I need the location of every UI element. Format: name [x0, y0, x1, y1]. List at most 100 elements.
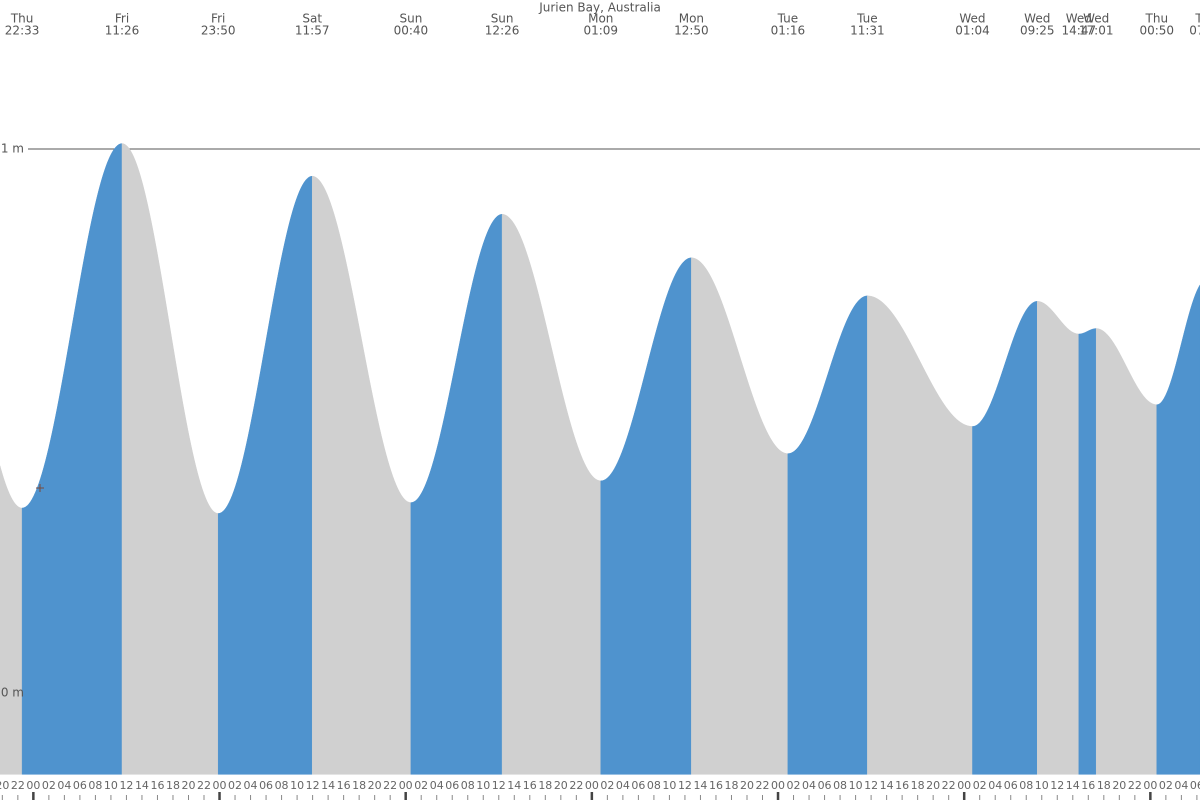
extreme-day: Thu	[1194, 12, 1200, 26]
x-tick-label: 22	[1128, 779, 1142, 792]
extreme-day: Wed	[1024, 12, 1050, 26]
chart-title: Jurien Bay, Australia	[538, 1, 661, 15]
x-tick-label: 22	[383, 779, 397, 792]
tide-area	[691, 257, 789, 775]
extreme-time: 07:15	[1189, 24, 1200, 38]
label-layer: 0 m1 mThu22:33Fri11:26Fri23:50Sat11:57Su…	[0, 12, 1200, 800]
x-tick-label: 12	[306, 779, 320, 792]
x-tick-label: 06	[259, 779, 273, 792]
extreme-time: 11:57	[295, 24, 330, 38]
tide-area	[787, 295, 868, 775]
tide-area	[1156, 284, 1200, 775]
x-tick-label: 16	[150, 779, 164, 792]
x-tick-label: 02	[228, 779, 242, 792]
x-tick-label: 12	[864, 779, 878, 792]
tide-area	[1037, 301, 1080, 775]
tide-area	[410, 213, 503, 775]
x-tick-label: 20	[1112, 779, 1126, 792]
x-tick-label: 22	[756, 779, 770, 792]
x-tick-label: 08	[275, 779, 289, 792]
x-tick-label: 00	[399, 779, 413, 792]
x-tick-label: 04	[430, 779, 444, 792]
x-tick-label: 10	[104, 779, 118, 792]
extreme-time: 12:50	[674, 24, 709, 38]
extreme-day: Thu	[1145, 12, 1169, 26]
x-tick-label: 12	[1050, 779, 1064, 792]
extreme-time: 14:47	[1062, 24, 1097, 38]
x-tick-label: 12	[492, 779, 506, 792]
x-tick-label: 10	[290, 779, 304, 792]
tide-area	[1095, 328, 1158, 775]
x-tick-label: 14	[321, 779, 335, 792]
extreme-day: Tue	[777, 12, 799, 26]
x-tick-label: 20	[181, 779, 195, 792]
x-tick-label: 08	[833, 779, 847, 792]
x-tick-label: 08	[1019, 779, 1033, 792]
x-tick-label: 22	[569, 779, 583, 792]
extreme-day: Sun	[491, 12, 514, 26]
x-tick-label: 18	[166, 779, 180, 792]
x-tick-label: 20	[368, 779, 382, 792]
x-tick-label: 06	[73, 779, 87, 792]
x-tick-label: 14	[135, 779, 149, 792]
tide-area	[1078, 328, 1097, 775]
extreme-day: Thu	[10, 12, 34, 26]
x-tick-label: 18	[724, 779, 738, 792]
x-tick-label: 02	[42, 779, 56, 792]
tide-area	[972, 301, 1038, 775]
x-tick-label: 20	[0, 779, 9, 792]
tide-area	[867, 295, 973, 775]
x-tick-label: 12	[119, 779, 133, 792]
extreme-time: 12:26	[485, 24, 520, 38]
extreme-time: 23:50	[201, 24, 236, 38]
x-tick-label: 06	[445, 779, 459, 792]
extreme-time: 01:04	[955, 24, 990, 38]
x-tick-label: 22	[942, 779, 956, 792]
extreme-day: Wed	[1083, 12, 1109, 26]
x-tick-label: 20	[926, 779, 940, 792]
x-tick-label: 18	[911, 779, 925, 792]
x-tick-label: 16	[709, 779, 723, 792]
x-tick-label: 16	[523, 779, 537, 792]
x-tick-label: 14	[693, 779, 707, 792]
x-tick-label: 06	[631, 779, 645, 792]
x-tick-label: 14	[1066, 779, 1080, 792]
tide-area	[600, 257, 692, 775]
extreme-time: 00:50	[1139, 24, 1174, 38]
x-tick-label: 08	[647, 779, 661, 792]
tide-area	[121, 143, 219, 775]
x-tick-label: 18	[1097, 779, 1111, 792]
x-tick-label: 12	[678, 779, 692, 792]
x-tick-label: 14	[880, 779, 894, 792]
extreme-time: 01:16	[771, 24, 806, 38]
extreme-day: Wed	[1066, 12, 1092, 26]
x-tick-label: 08	[88, 779, 102, 792]
x-tick-label: 02	[787, 779, 801, 792]
x-tick-label: 04	[244, 779, 258, 792]
x-tick-label: 02	[414, 779, 428, 792]
y-tick-label: 1 m	[1, 142, 24, 156]
extreme-time: 11:31	[850, 24, 885, 38]
extreme-day: Sun	[399, 12, 422, 26]
x-tick-label: 22	[197, 779, 211, 792]
area-layer	[0, 143, 1200, 775]
x-tick-label: 10	[476, 779, 490, 792]
tide-area	[21, 143, 123, 775]
extreme-day: Fri	[211, 12, 225, 26]
x-tick-label: 08	[461, 779, 475, 792]
x-tick-label: 04	[1174, 779, 1188, 792]
x-tick-label: 02	[973, 779, 987, 792]
extreme-time: 22:33	[5, 24, 40, 38]
x-tick-label: 18	[352, 779, 366, 792]
x-tick-label: 06	[818, 779, 832, 792]
x-tick-label: 00	[957, 779, 971, 792]
extreme-time: 11:26	[105, 24, 140, 38]
x-tick-label: 10	[662, 779, 676, 792]
x-tick-label: 02	[1159, 779, 1173, 792]
x-tick-label: 06	[1190, 779, 1200, 792]
x-tick-label: 06	[1004, 779, 1018, 792]
x-tick-label: 00	[213, 779, 227, 792]
x-tick-label: 18	[538, 779, 552, 792]
x-tick-label: 14	[507, 779, 521, 792]
